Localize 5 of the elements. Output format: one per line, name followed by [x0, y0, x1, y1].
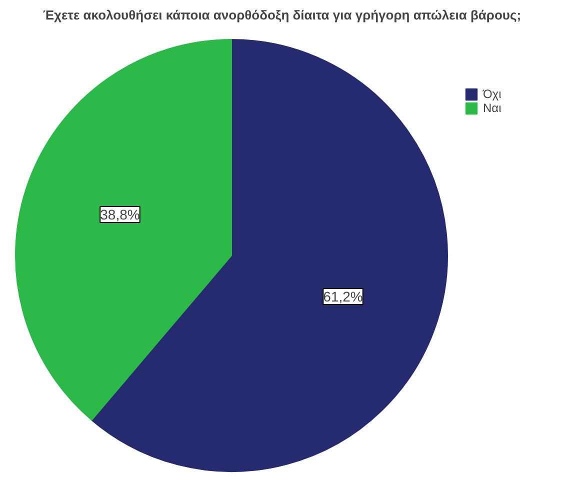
legend-label: Ναι — [483, 101, 502, 115]
data-label: 38,8% — [100, 206, 140, 223]
legend-label: Όχι — [483, 87, 502, 101]
chart-title: Έχετε ακολουθήσει κάποια ανορθόδοξη δίαιτα για γρήγορη απώλεια βάρους; — [42, 8, 522, 22]
data-label: 61,2% — [323, 288, 363, 304]
